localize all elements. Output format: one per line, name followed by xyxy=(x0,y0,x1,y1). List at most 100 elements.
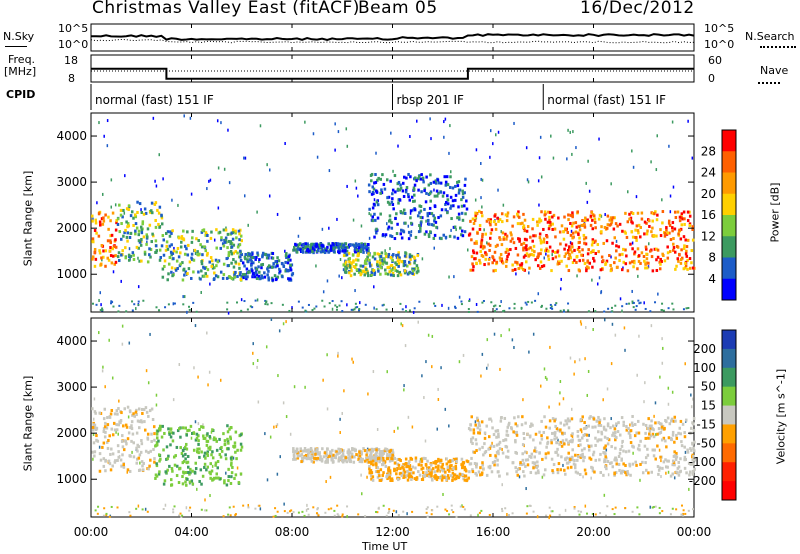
heat-cell xyxy=(94,221,98,225)
heat-cell xyxy=(382,182,386,186)
heat-cell xyxy=(185,483,188,487)
heat-speckle xyxy=(538,203,540,207)
heat-speckle xyxy=(376,427,379,431)
heat-cell xyxy=(309,243,313,247)
heat-speckle xyxy=(643,301,645,305)
heat-cell xyxy=(480,240,483,244)
heat-cell xyxy=(522,267,525,271)
heat-cell xyxy=(389,269,393,273)
heat-cell xyxy=(651,448,655,452)
heat-cell xyxy=(439,476,442,480)
heat-cell xyxy=(121,249,124,253)
heat-cell xyxy=(185,442,188,446)
heat-speckle xyxy=(656,134,658,138)
heat-cell xyxy=(454,198,457,202)
heat-cell xyxy=(408,460,411,464)
heat-cell xyxy=(289,265,292,269)
heat-cell xyxy=(274,265,277,269)
heat-cell xyxy=(604,465,607,469)
heat-ground xyxy=(102,514,105,517)
heat-speckle xyxy=(264,432,266,436)
heat-ground xyxy=(364,303,367,306)
heat-cell xyxy=(444,183,448,187)
heat-cell xyxy=(457,216,461,220)
heat-cell xyxy=(137,407,141,411)
heat-cell xyxy=(439,214,443,218)
heat-cell xyxy=(233,273,236,277)
heat-cell xyxy=(498,256,502,260)
heat-cell xyxy=(251,269,254,273)
heat-cell xyxy=(113,412,117,416)
heat-cell xyxy=(536,223,539,227)
heat-cell xyxy=(660,422,663,426)
heat-speckle xyxy=(108,338,110,342)
heat-cell xyxy=(498,474,501,478)
heat-speckle xyxy=(98,298,100,302)
heat-cell xyxy=(372,268,375,272)
heat-cell xyxy=(558,262,561,266)
heat-speckle xyxy=(155,403,158,407)
heat-cell xyxy=(646,447,649,451)
heat-cell xyxy=(350,452,354,456)
heat-cell xyxy=(329,450,332,454)
heat-speckle xyxy=(659,375,661,379)
heat-cell xyxy=(471,268,475,272)
heat-cell xyxy=(593,217,597,221)
heat-cell xyxy=(676,257,680,261)
heat-cell xyxy=(119,213,123,217)
heat-cell xyxy=(190,431,194,435)
heat-cell xyxy=(542,237,546,241)
heat-cell xyxy=(433,233,437,237)
heat-cell xyxy=(127,224,131,228)
heat-cell xyxy=(478,447,481,451)
heat-cell xyxy=(601,267,604,271)
heat-ground xyxy=(334,304,337,307)
heat-cell xyxy=(495,450,499,454)
heat-cell xyxy=(690,448,693,452)
heat-ground xyxy=(488,513,491,516)
heat-cell xyxy=(116,217,120,221)
heat-cell xyxy=(478,227,482,231)
heat-cell xyxy=(155,249,159,253)
heat-cell xyxy=(376,260,379,264)
heat-cell xyxy=(365,449,368,453)
heat-cell xyxy=(393,456,397,460)
heat-cell xyxy=(483,442,486,446)
heat-speckle xyxy=(240,298,243,302)
heat-speckle xyxy=(355,186,358,190)
heat-cell xyxy=(489,444,493,448)
heat-cell xyxy=(373,457,376,461)
heat-cell xyxy=(98,220,102,224)
heat-cell xyxy=(591,238,595,242)
heat-cell xyxy=(552,213,556,217)
heat-cell xyxy=(514,431,518,435)
heat-speckle xyxy=(433,188,435,192)
heat-cell xyxy=(555,441,558,445)
heat-cell xyxy=(423,187,427,191)
heat-cell xyxy=(307,457,311,461)
heat-cell xyxy=(148,253,151,257)
heat-cell xyxy=(646,266,649,270)
heat-cell xyxy=(272,262,275,266)
heat-cell xyxy=(446,211,449,215)
heat-cell xyxy=(375,455,379,459)
heat-speckle xyxy=(492,142,494,146)
heat-cell xyxy=(167,454,170,458)
heat-cell xyxy=(210,453,213,457)
heat-ground xyxy=(669,513,672,516)
heat-cell xyxy=(215,439,218,443)
heat-cell xyxy=(519,461,522,465)
heat-cell xyxy=(368,467,371,471)
heat-cell xyxy=(430,471,433,475)
heat-cell xyxy=(505,445,509,449)
heat-ground xyxy=(381,304,384,307)
heat-cell xyxy=(399,186,403,190)
heat-cell xyxy=(347,251,351,255)
heat-speckle xyxy=(282,401,285,405)
heat-ground xyxy=(392,509,395,512)
heat-speckle xyxy=(98,445,101,449)
heat-ground xyxy=(524,301,527,304)
heat-cell xyxy=(379,272,382,276)
heat-cell xyxy=(331,460,335,464)
heat-speckle xyxy=(644,381,646,385)
